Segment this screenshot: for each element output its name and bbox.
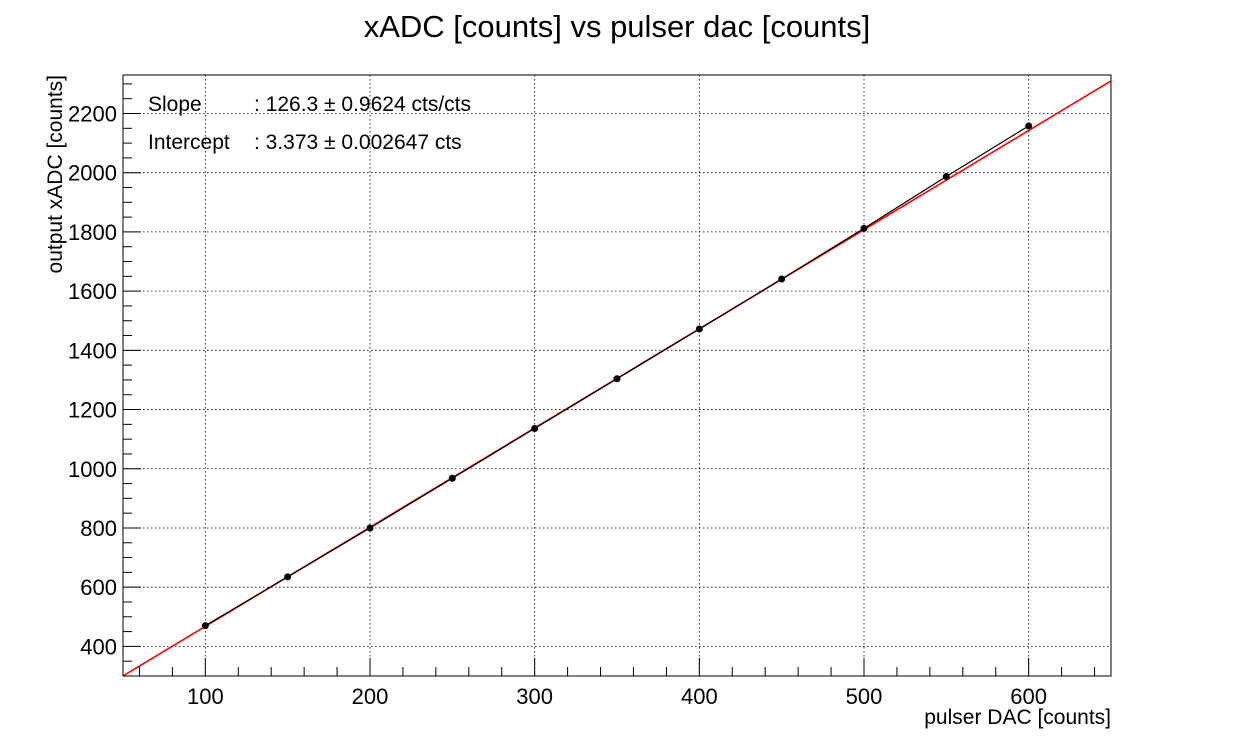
- data-point: [366, 524, 374, 532]
- y-tick-label: 800: [80, 516, 117, 541]
- data-point: [942, 173, 950, 181]
- x-tick-label: 600: [1010, 684, 1047, 709]
- grid: [123, 75, 1111, 676]
- x-tick-label: 500: [846, 684, 883, 709]
- intercept-value: : 3.373 ± 0.002647 cts: [254, 131, 462, 154]
- y-tick-label: 2200: [68, 101, 117, 126]
- x-axis-label: pulser DAC [counts]: [924, 706, 1111, 729]
- y-tick-labels: 400 600 800 1000 1200 1400 1600 1800 2000 2200: [68, 101, 117, 659]
- y-tick-label: 1200: [68, 398, 117, 423]
- y-tick-label: 1600: [68, 279, 117, 304]
- x-tick-label: 200: [352, 684, 389, 709]
- x-tick-label: 100: [187, 684, 224, 709]
- intercept-label: Intercept: [148, 131, 230, 154]
- fit-stats: Slope : 126.3 ± 0.9624 cts/cts Intercept…: [148, 93, 471, 154]
- data-point: [1025, 122, 1033, 130]
- y-tick-label: 1000: [68, 457, 117, 482]
- y-tick-label: 600: [80, 575, 117, 600]
- y-tick-label: 1400: [68, 338, 117, 363]
- slope-label: Slope: [148, 93, 202, 116]
- data-point: [860, 224, 868, 232]
- y-tick-label: 1800: [68, 220, 117, 245]
- slope-value: : 126.3 ± 0.9624 cts/cts: [254, 93, 471, 116]
- data-point: [448, 474, 456, 482]
- data-point: [778, 275, 786, 283]
- chart-title: xADC [counts] vs pulser dac [counts]: [364, 9, 871, 44]
- plot-frame: [122, 74, 1112, 677]
- data-point: [695, 325, 703, 333]
- x-tick-label: 400: [681, 684, 718, 709]
- data-points: [201, 122, 1033, 630]
- data-point: [201, 622, 209, 630]
- y-tick-label: 2000: [68, 161, 117, 186]
- axis-ticks: [123, 83, 1096, 677]
- y-axis-label: output xADC [counts]: [44, 75, 67, 273]
- x-tick-label: 300: [516, 684, 553, 709]
- data-point: [531, 424, 539, 432]
- y-tick-label: 400: [80, 634, 117, 659]
- x-tick-labels: 100 200 300 400 500 600: [187, 684, 1047, 709]
- data-point: [284, 573, 292, 581]
- data-point: [613, 375, 621, 383]
